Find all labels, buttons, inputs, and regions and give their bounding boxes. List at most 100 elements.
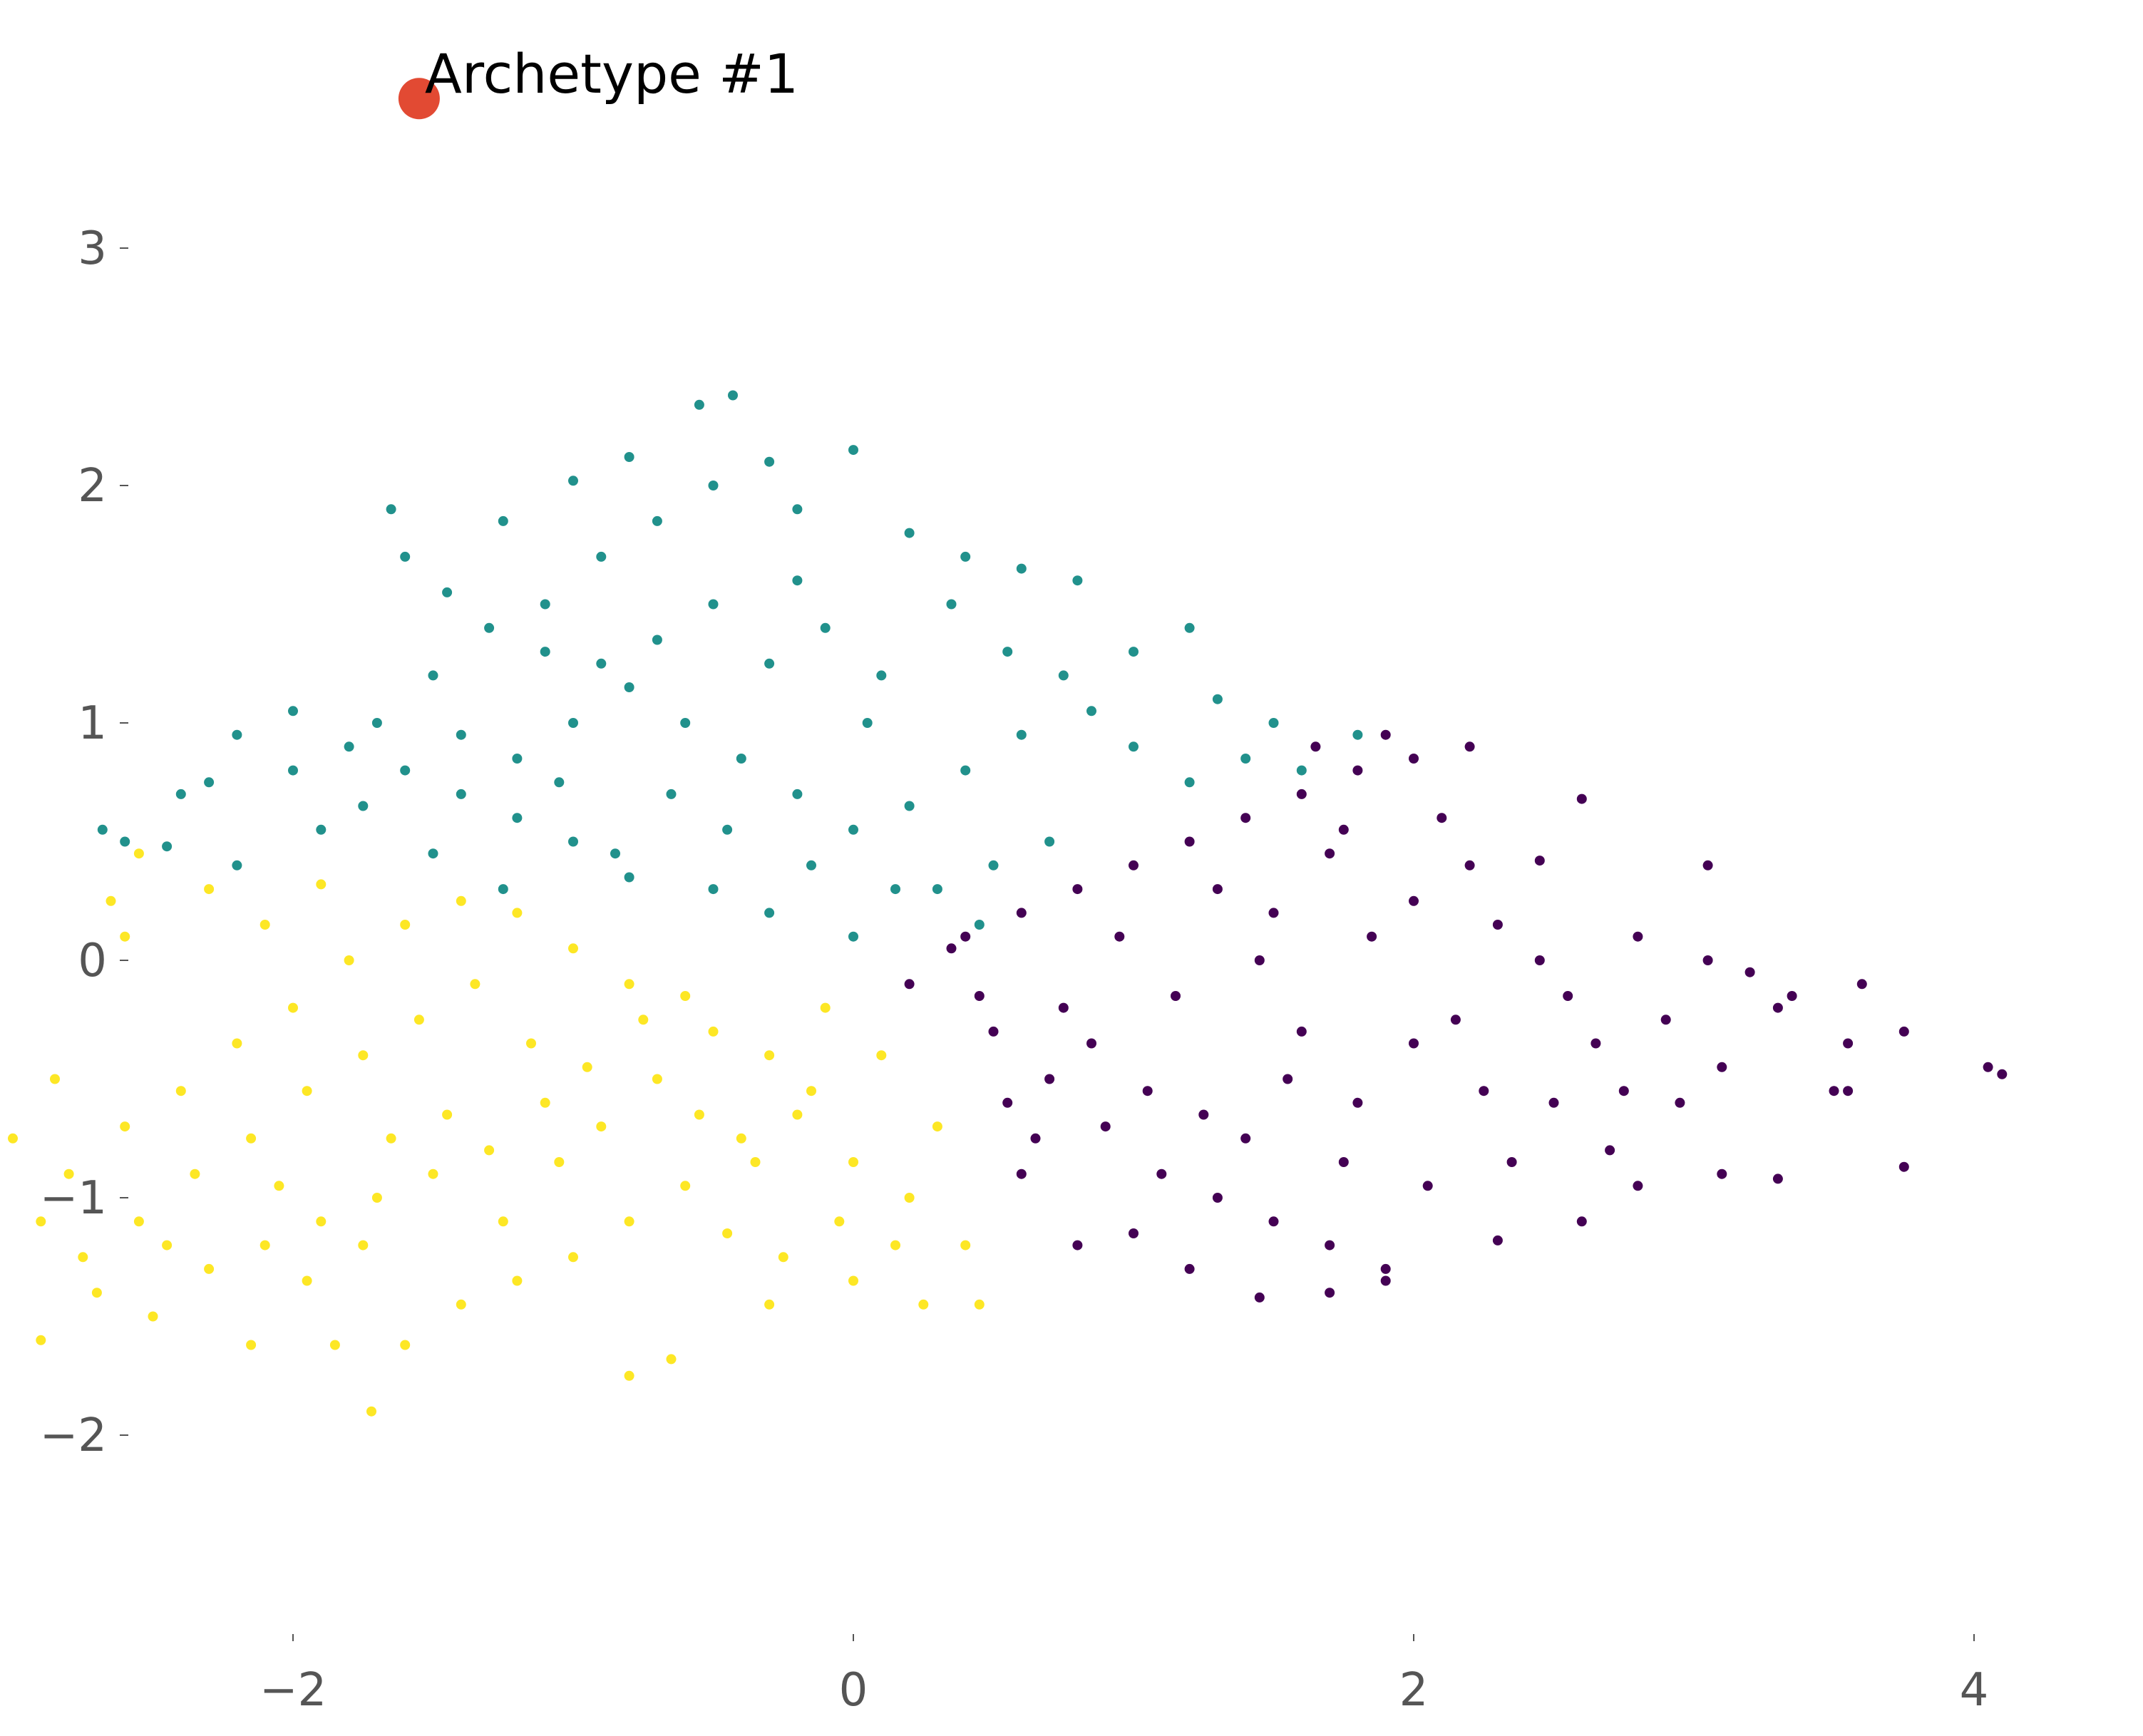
cluster-2-point-56 <box>316 879 327 890</box>
cluster-1-point-15 <box>120 836 130 847</box>
cluster-2-point-0 <box>820 1002 831 1013</box>
cluster-0-point-32 <box>1898 1161 1909 1172</box>
cluster-0-point-62 <box>1325 848 1335 859</box>
cluster-2-point-6 <box>484 1145 495 1156</box>
cluster-2-point-74 <box>932 1121 942 1132</box>
cluster-1-point-43 <box>1002 647 1013 657</box>
cluster-2-point-75 <box>498 1216 508 1227</box>
cluster-1-point-17 <box>162 841 173 852</box>
cluster-1-point-26 <box>708 481 719 491</box>
archetype-1-marker <box>398 78 440 120</box>
cluster-1-point-62 <box>624 682 634 692</box>
cluster-1-point-12 <box>288 765 298 776</box>
cluster-1-point-44 <box>1058 670 1069 681</box>
cluster-2-point-30 <box>792 1109 803 1120</box>
cluster-1-point-69 <box>708 599 719 610</box>
cluster-0-point-43 <box>1702 860 1713 870</box>
cluster-0-point-72 <box>1086 1038 1096 1049</box>
cluster-1-point-5 <box>708 884 719 895</box>
cluster-1-point-67 <box>820 622 831 633</box>
cluster-2-point-72 <box>806 1086 816 1096</box>
cluster-2-point-5 <box>540 1097 550 1108</box>
cluster-2-point-77 <box>386 1133 396 1144</box>
cluster-2-point-61 <box>190 1169 200 1179</box>
cluster-0-point-14 <box>1100 1121 1111 1132</box>
cluster-2-point-12 <box>148 1311 158 1322</box>
cluster-1-point-52 <box>1184 777 1195 788</box>
cluster-2-point-71 <box>750 1157 761 1167</box>
cluster-2-point-54 <box>204 884 215 895</box>
cluster-2-point-13 <box>91 1288 102 1298</box>
y-tick-label-4: 2 <box>78 460 107 513</box>
cluster-2-point-52 <box>106 895 116 906</box>
cluster-0-point-69 <box>1338 1157 1349 1167</box>
cluster-2-point-84 <box>162 1240 173 1250</box>
cluster-0-point-75 <box>946 943 957 954</box>
cluster-0-point-66 <box>1590 1038 1601 1049</box>
cluster-1-point-41 <box>1072 575 1083 586</box>
cluster-1-point-22 <box>484 622 495 633</box>
archetype-markers: Archetype #1Archetype #2Archetype #3 <box>398 42 798 120</box>
cluster-2-point-63 <box>302 1086 312 1096</box>
cluster-0-point-4 <box>1129 860 1139 870</box>
cluster-2-point-22 <box>666 1354 677 1365</box>
cluster-0-point-13 <box>1044 1074 1055 1084</box>
cluster-1-point-76 <box>890 884 900 895</box>
cluster-2-point-58 <box>36 1216 46 1227</box>
cluster-0-point-53 <box>1296 1026 1307 1037</box>
cluster-1-point-37 <box>386 504 396 515</box>
cluster-0-point-12 <box>988 1026 999 1037</box>
cluster-1-point-79 <box>666 789 677 799</box>
cluster-0-point-65 <box>1534 955 1545 965</box>
cluster-0-point-0 <box>904 979 915 990</box>
cluster-2-point-55 <box>259 920 270 930</box>
cluster-2-point-24 <box>848 1275 858 1286</box>
cluster-0-point-15 <box>1156 1169 1167 1179</box>
cluster-1-point-80 <box>610 848 620 859</box>
cluster-0-point-34 <box>1898 1026 1909 1037</box>
cluster-1-point-84 <box>358 801 369 811</box>
cluster-1-point-71 <box>596 658 607 669</box>
cluster-1-point-74 <box>862 718 873 728</box>
cluster-0-point-46 <box>1492 920 1503 930</box>
cluster-0-point-22 <box>1129 1228 1139 1238</box>
cluster-1-point-59 <box>792 789 803 799</box>
cluster-1-point-20 <box>371 718 382 728</box>
cluster-2-point-31 <box>736 1133 746 1144</box>
cluster-1-point-68 <box>876 670 887 681</box>
x-tick-label-1: −2 <box>259 1664 327 1717</box>
cluster-0-point-64 <box>1464 860 1475 870</box>
cluster-1-point-83 <box>428 848 438 859</box>
x-tick-label-4: 4 <box>1960 1664 1989 1717</box>
cluster-0-point-45 <box>1534 856 1545 866</box>
cluster-2-point-33 <box>624 1216 634 1227</box>
cluster-2-point-66 <box>470 979 480 990</box>
cluster-2-point-41 <box>175 1086 186 1096</box>
cluster-0-point-85 <box>1479 1086 1489 1096</box>
cluster-0-point-9 <box>1409 754 1419 764</box>
cluster-2-point-23 <box>764 1299 775 1310</box>
cluster-2-point-11 <box>204 1263 215 1274</box>
cluster-1-point-0 <box>764 908 775 918</box>
cluster-2-point-25 <box>918 1299 929 1310</box>
cluster-0-point-20 <box>1016 1169 1027 1179</box>
cluster-1-point-16 <box>97 824 108 835</box>
cluster-2-point-45 <box>400 920 411 930</box>
cluster-0-point-30 <box>1717 1169 1727 1179</box>
cluster-0-point-56 <box>1240 1133 1251 1144</box>
cluster-0-point-59 <box>1058 1002 1069 1013</box>
cluster-0-point-54 <box>1352 1097 1363 1108</box>
y-tick-label-2: 0 <box>78 935 107 987</box>
cluster-2-point-48 <box>568 943 578 954</box>
cluster-0-point-83 <box>1618 1086 1629 1096</box>
cluster-0-point-60 <box>1002 1097 1013 1108</box>
cluster-2-point-10 <box>259 1240 270 1250</box>
cluster-1-point-33 <box>568 476 578 486</box>
cluster-2-point-40 <box>120 1121 130 1132</box>
cluster-0-point-42 <box>1843 1086 1854 1096</box>
cluster-0-point-29 <box>1633 1181 1643 1191</box>
cluster-1-point-11 <box>344 741 354 752</box>
cluster-1-point-13 <box>232 729 242 740</box>
cluster-0-point-17 <box>1268 1216 1279 1227</box>
cluster-0-point-86 <box>1787 991 1797 1001</box>
